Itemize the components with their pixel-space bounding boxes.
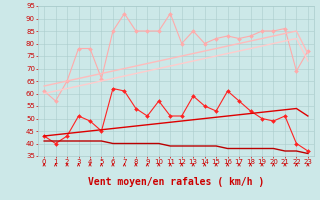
X-axis label: Vent moyen/en rafales ( km/h ): Vent moyen/en rafales ( km/h ) <box>88 177 264 187</box>
